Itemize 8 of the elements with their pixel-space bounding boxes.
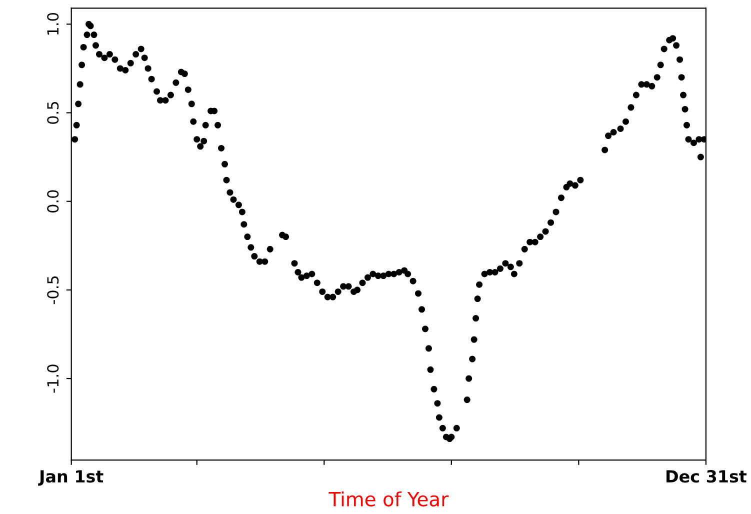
- x-tick-label: Dec 31st: [666, 470, 747, 483]
- x-tick-label: Jan 1st: [38, 470, 104, 486]
- y-tick-label: 0.5: [47, 102, 59, 124]
- y-tick-label: -1.0: [47, 364, 59, 393]
- y-tick-label: -0.5: [47, 276, 59, 304]
- x-axis-title: Time of Year: [328, 491, 449, 506]
- y-tick-label: 1.0: [47, 13, 59, 35]
- y-tick-label: 0.0: [47, 190, 59, 212]
